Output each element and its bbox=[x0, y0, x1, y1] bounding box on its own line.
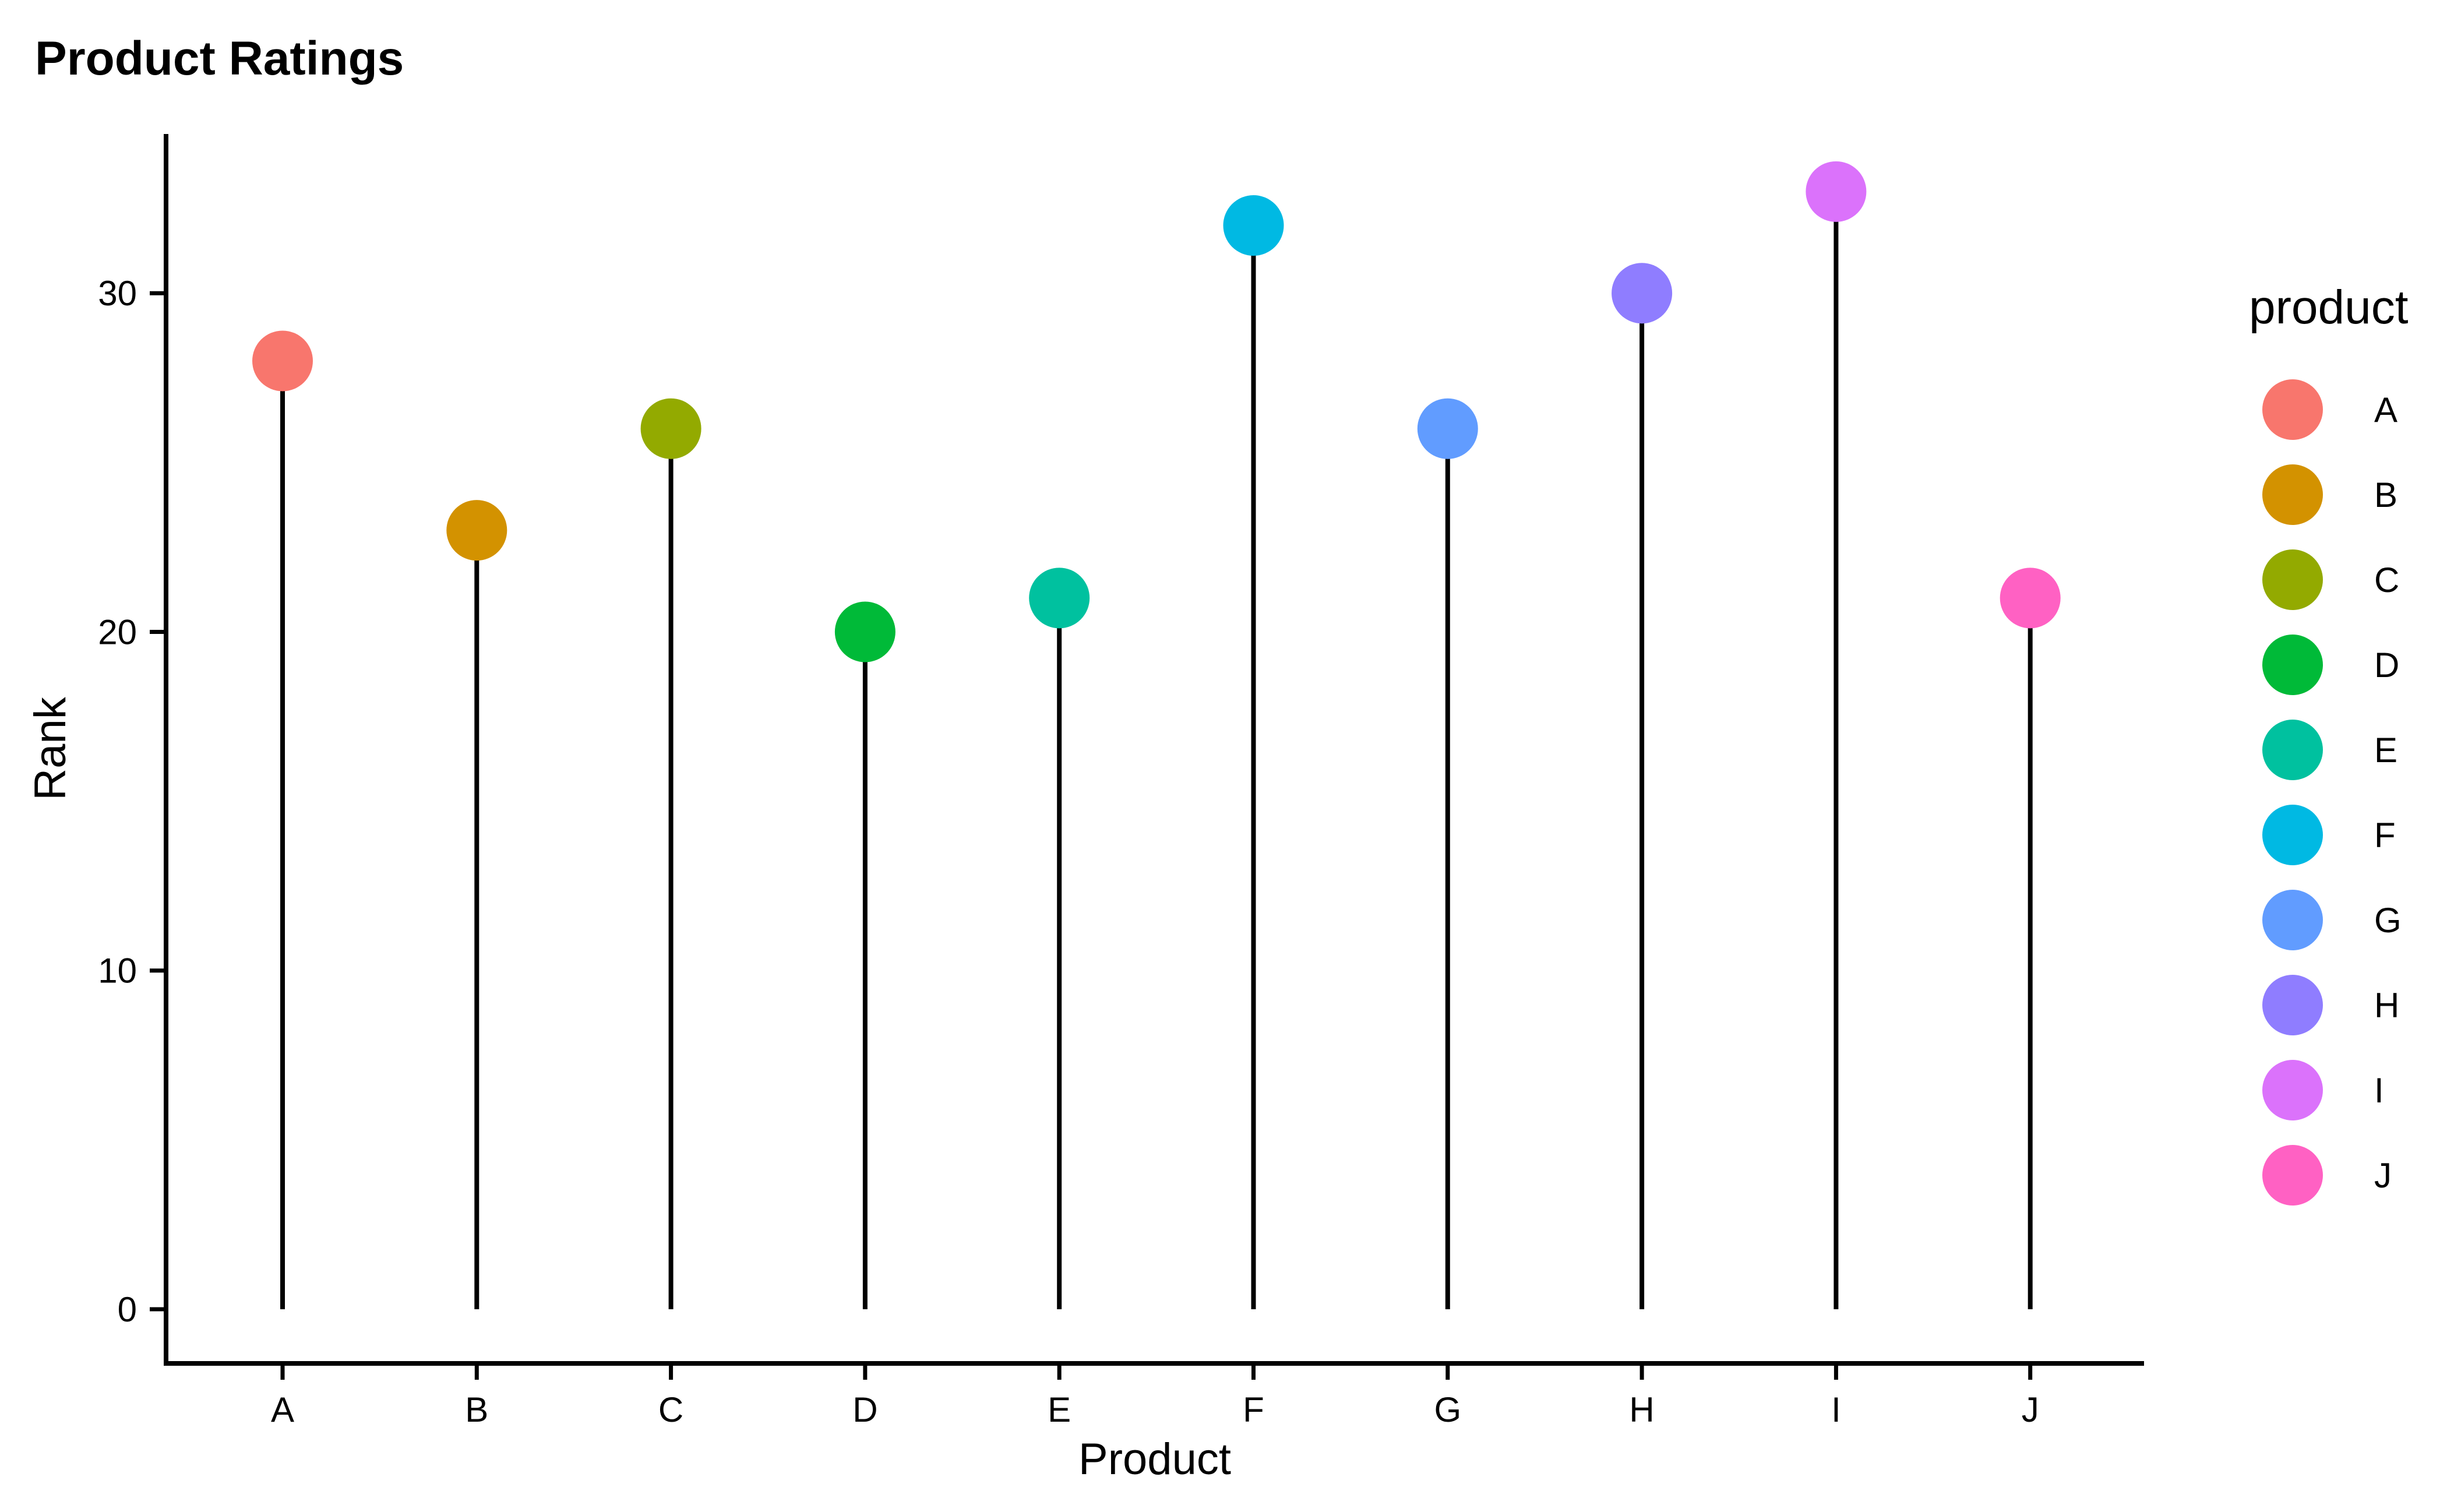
x-tick-label: F bbox=[1243, 1390, 1264, 1429]
legend-label: H bbox=[2374, 986, 2399, 1025]
x-tick-label: C bbox=[658, 1390, 683, 1429]
x-tick-label: B bbox=[465, 1390, 488, 1429]
legend-label: E bbox=[2374, 731, 2397, 770]
chart-title: Product Ratings bbox=[35, 32, 404, 85]
legend-label: A bbox=[2374, 390, 2397, 429]
lollipop-point-c bbox=[640, 398, 701, 459]
legend-label: D bbox=[2374, 646, 2399, 685]
y-axis-ticks: 0 10 20 30 bbox=[98, 274, 166, 1329]
legend-title: product bbox=[2249, 281, 2409, 334]
legend-key bbox=[2262, 805, 2323, 865]
lollipop-point-g bbox=[1417, 398, 1478, 459]
legend-label: C bbox=[2374, 561, 2399, 600]
lollipop-point-a bbox=[252, 330, 313, 392]
legend-item-d: D bbox=[2262, 635, 2399, 695]
legend-key bbox=[2262, 975, 2323, 1035]
legend-item-a: A bbox=[2262, 379, 2397, 440]
lollipop-point-i bbox=[1806, 161, 1867, 222]
y-tick-label: 20 bbox=[98, 612, 137, 651]
legend-item-i: I bbox=[2262, 1060, 2384, 1120]
legend-key bbox=[2262, 890, 2323, 950]
legend-item-h: H bbox=[2262, 975, 2399, 1035]
legend-item-e: E bbox=[2262, 720, 2397, 780]
legend-label: I bbox=[2374, 1071, 2384, 1110]
legend-key bbox=[2262, 1060, 2323, 1120]
x-tick-label: E bbox=[1048, 1390, 1071, 1429]
x-axis-ticks: A B C D E F G H I J bbox=[271, 1363, 2039, 1429]
legend-label: G bbox=[2374, 901, 2402, 940]
legend-label: B bbox=[2374, 475, 2397, 514]
legend-key bbox=[2262, 379, 2323, 440]
legend-item-c: C bbox=[2262, 549, 2399, 610]
legend-key bbox=[2262, 635, 2323, 695]
y-tick-label: 0 bbox=[118, 1290, 137, 1329]
y-axis-title: Rank bbox=[26, 696, 75, 800]
x-tick-label: H bbox=[1629, 1390, 1654, 1429]
x-tick-label: A bbox=[271, 1390, 294, 1429]
axes bbox=[164, 134, 2144, 1366]
legend-key bbox=[2262, 1145, 2323, 1206]
legend-item-f: F bbox=[2262, 805, 2396, 865]
legend-items: A B C D E F G H I J bbox=[2262, 379, 2402, 1206]
lollipop-point-j bbox=[2000, 568, 2061, 629]
lollipop-point-e bbox=[1029, 568, 1090, 629]
lollipop-point-d bbox=[834, 601, 895, 662]
y-tick-label: 30 bbox=[98, 274, 137, 313]
legend-key bbox=[2262, 720, 2323, 780]
x-tick-label: D bbox=[852, 1390, 877, 1429]
legend-item-g: G bbox=[2262, 890, 2402, 950]
legend-key bbox=[2262, 549, 2323, 610]
lollipop-points bbox=[252, 161, 2061, 662]
x-tick-label: G bbox=[1434, 1390, 1461, 1429]
lollipop-point-f bbox=[1223, 195, 1284, 256]
lollipop-point-h bbox=[1612, 263, 1673, 324]
legend-key bbox=[2262, 464, 2323, 525]
x-axis-title: Product bbox=[1078, 1435, 1231, 1484]
legend-label: F bbox=[2374, 816, 2396, 855]
x-tick-label: J bbox=[2022, 1390, 2039, 1429]
lollipop-stems bbox=[280, 191, 2033, 1309]
legend-item-j: J bbox=[2262, 1145, 2392, 1206]
lollipop-point-b bbox=[446, 500, 507, 561]
x-tick-label: I bbox=[1831, 1390, 1841, 1429]
y-tick-label: 10 bbox=[98, 951, 137, 991]
legend: product A B C D E F G H I J bbox=[2249, 281, 2409, 1206]
legend-label: J bbox=[2374, 1156, 2392, 1195]
legend-item-b: B bbox=[2262, 464, 2397, 525]
